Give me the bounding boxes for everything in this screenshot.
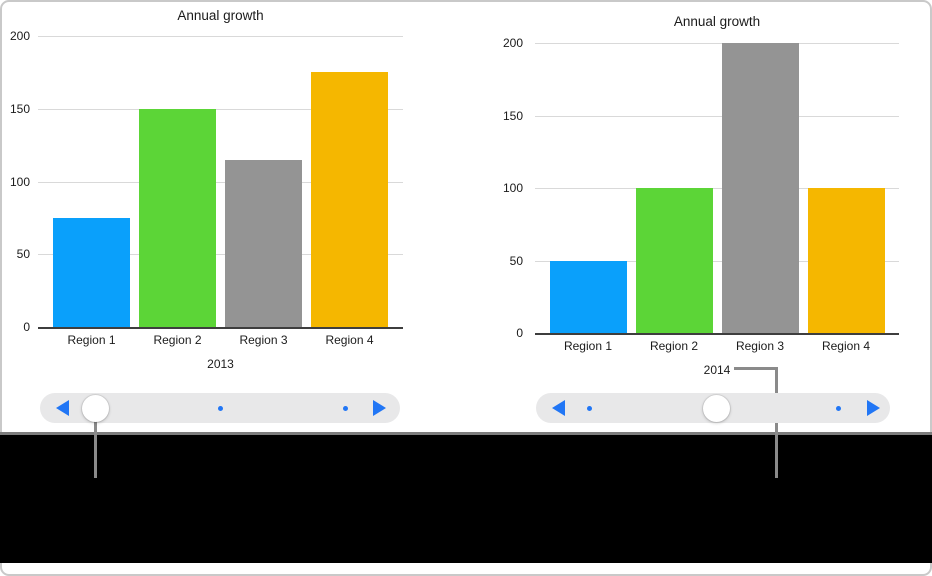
page-dot-icon[interactable]: [835, 405, 841, 411]
x-tick-label: Region 1: [563, 339, 613, 353]
y-tick-label: 200: [502, 36, 523, 50]
slider-thumb[interactable]: [702, 394, 730, 422]
y-tick-label: 200: [9, 29, 30, 43]
chart-title: Annual growth: [673, 14, 761, 29]
chart-control-slider-2013[interactable]: [40, 393, 400, 478]
gridline: [38, 254, 403, 256]
x-tick-label: Region 4: [325, 333, 374, 347]
page-dot-icon[interactable]: [342, 405, 348, 411]
y-tick-label: 0: [516, 326, 523, 340]
y-tick-label: 50: [509, 253, 523, 268]
y-tick-label: 150: [502, 108, 523, 123]
bar-region-2[interactable]: [139, 108, 216, 327]
gridline: [535, 188, 899, 189]
x-tick-label: Region 4: [821, 339, 871, 353]
gridline: [535, 43, 899, 44]
left-arrow-icon[interactable]: [551, 400, 565, 416]
x-axis-line: [38, 327, 403, 329]
caption-divider-line: [0, 432, 932, 435]
y-tick-label: 100: [9, 174, 30, 189]
gridline: [38, 108, 403, 110]
chart-control-slider-2014[interactable]: [536, 393, 890, 423]
y-tick-label: 100: [502, 181, 523, 195]
bars-group: [535, 43, 899, 333]
bar-region-2[interactable]: [635, 188, 713, 333]
bar-region-3[interactable]: [721, 43, 799, 333]
bar-region-3[interactable]: [225, 159, 302, 327]
x-axis-year-label: 2013: [207, 357, 234, 371]
x-tick-label: Region 3: [239, 333, 288, 347]
gridline: [38, 181, 403, 183]
right-arrow-icon[interactable]: [866, 400, 880, 416]
x-axis-year-label: 2014: [703, 363, 731, 377]
bar-region-4[interactable]: [311, 72, 388, 327]
callout-line-2014-horizontal: [734, 367, 778, 370]
callout-line-thumb: [93, 419, 97, 478]
x-tick-label: Region 2: [153, 333, 202, 347]
page-dot-icon[interactable]: [217, 405, 223, 411]
y-tick-label: 50: [16, 247, 30, 262]
left-arrow-icon[interactable]: [55, 400, 69, 416]
x-axis-line: [535, 333, 899, 335]
slider-thumb[interactable]: [81, 394, 109, 422]
bar-region-1[interactable]: [53, 217, 130, 327]
x-tick-label: Region 3: [735, 339, 785, 353]
gridline: [38, 36, 403, 37]
bars-group: [38, 36, 403, 327]
chart-title: Annual growth: [177, 8, 264, 23]
bar-region-4[interactable]: [807, 188, 885, 333]
redacted-caption-area: [0, 435, 932, 563]
gridline: [535, 115, 899, 117]
y-tick-label: 150: [9, 101, 30, 116]
x-axis-labels: Region 1 Region 2 Region 3 Region 4: [535, 339, 899, 353]
page-dot-icon[interactable]: [586, 405, 592, 411]
x-tick-label: Region 1: [67, 333, 116, 347]
y-tick-label: 0: [23, 320, 30, 334]
x-axis-labels: Region 1 Region 2 Region 3 Region 4: [38, 333, 403, 347]
x-tick-label: Region 2: [649, 339, 699, 353]
right-arrow-icon[interactable]: [372, 400, 386, 416]
bar-region-1[interactable]: [549, 260, 627, 333]
gridline: [535, 260, 899, 262]
